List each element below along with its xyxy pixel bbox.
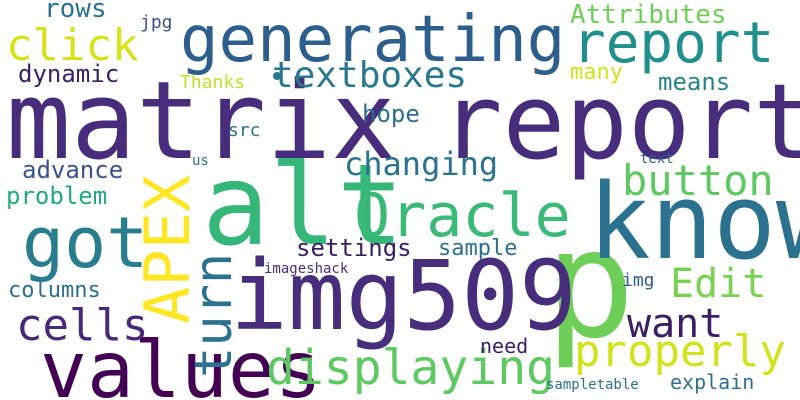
word-generating: generating (180, 3, 566, 77)
word-means: means (658, 68, 731, 96)
word-displaying: displaying (266, 340, 555, 396)
word-want: want (627, 301, 724, 347)
word-need: need (480, 334, 529, 358)
word-columns: columns (8, 278, 101, 303)
word-rows: rows (44, 0, 107, 24)
word-p: p (545, 198, 636, 372)
word-sampletable: sampletable (546, 377, 639, 393)
word-thanks: Thanks (180, 72, 246, 93)
word-imageshack: imageshack (264, 261, 349, 277)
word-img: img (622, 270, 655, 291)
word-sample: sample (438, 236, 518, 261)
word-button: button (622, 156, 774, 205)
word-problem: problem (6, 182, 108, 210)
word-know: know (588, 161, 800, 283)
word-textboxes: textboxes (272, 55, 468, 96)
word-turn: turn (184, 252, 244, 378)
word-report-small: report (572, 11, 775, 76)
word-click: click (6, 20, 139, 71)
word-jpg: jpg (140, 12, 173, 33)
word-report-big: report (440, 61, 800, 183)
word-alt: alt (202, 141, 405, 271)
word-dynamic: dynamic (18, 60, 120, 88)
word-cells: cells (16, 300, 149, 351)
dot-mark (273, 72, 281, 80)
word-changing: changing (344, 145, 499, 183)
word-values: values (40, 326, 322, 400)
word-text: text (640, 151, 674, 167)
word-edit: Edit (670, 261, 767, 307)
word-us: us (192, 153, 209, 169)
word-attributes: Attributes (570, 0, 727, 30)
word-img509: img509 (230, 240, 577, 352)
word-settings: settings (296, 234, 412, 262)
word-oracle: Oracle (354, 181, 571, 251)
word-many: many (570, 60, 623, 85)
word-advance: advance (22, 156, 124, 184)
word-properly: properly (574, 326, 786, 377)
word-got: got (22, 202, 149, 284)
word-src: src (228, 120, 261, 141)
word-hope: hope (362, 100, 420, 128)
word-explain: explain (670, 370, 755, 394)
word-matrix: matrix (6, 59, 397, 184)
